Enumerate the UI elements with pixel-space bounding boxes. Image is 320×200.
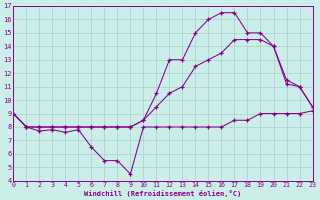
X-axis label: Windchill (Refroidissement éolien,°C): Windchill (Refroidissement éolien,°C) <box>84 190 242 197</box>
